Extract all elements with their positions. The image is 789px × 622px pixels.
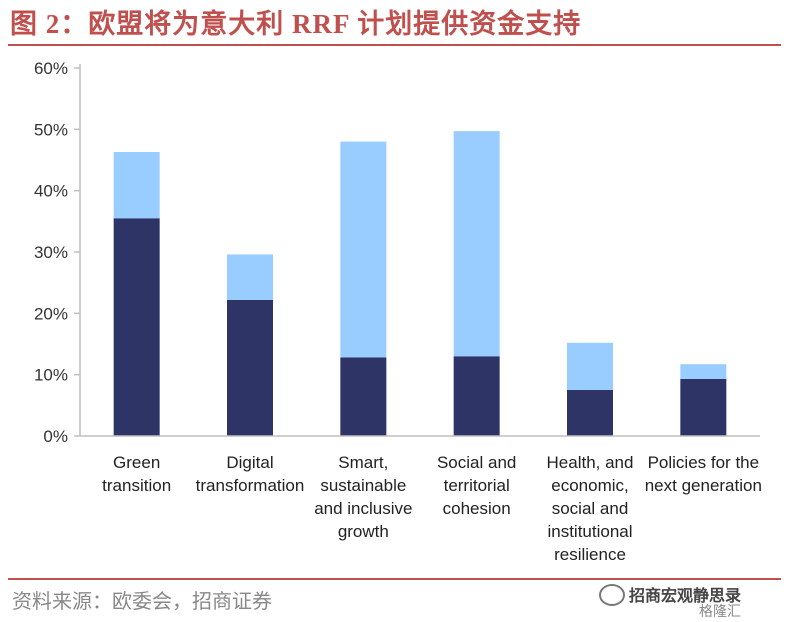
bar-segment bbox=[227, 299, 273, 436]
x-tick-label: Smart, sustainable and inclusive growth bbox=[314, 453, 412, 541]
y-tick-label: 0% bbox=[43, 427, 68, 446]
footer-rule bbox=[8, 578, 781, 580]
watermark: 招商宏观静思录 格隆汇 bbox=[599, 582, 779, 620]
bar-segment bbox=[227, 254, 273, 300]
bar-segment bbox=[453, 356, 500, 436]
bar-segment bbox=[567, 342, 613, 390]
y-tick-label: 40% bbox=[34, 182, 68, 201]
x-tick-label: Health, and economic, social and institutio… bbox=[547, 453, 634, 564]
y-tick-label: 30% bbox=[34, 243, 68, 262]
y-tick-label: 50% bbox=[34, 120, 68, 139]
bar-segment bbox=[113, 218, 160, 436]
bar-segment bbox=[113, 152, 160, 219]
x-tick-label: Social and territorial cohesion bbox=[437, 453, 516, 518]
x-tick-label: Digital transformation bbox=[196, 453, 305, 495]
x-tick-label: Green transition bbox=[102, 453, 171, 495]
watermark-site: 格隆汇 bbox=[699, 604, 741, 620]
y-tick-label: 20% bbox=[34, 304, 68, 323]
x-tick-label: Policies for the next generation bbox=[645, 453, 762, 495]
bar-segment bbox=[453, 131, 500, 357]
y-tick-label: 10% bbox=[34, 366, 68, 385]
bar-segment bbox=[680, 378, 727, 436]
figure-title: 图 2：欧盟将为意大利 RRF 计划提供资金支持 bbox=[10, 9, 582, 39]
bar-segment bbox=[680, 364, 727, 379]
title-rule bbox=[8, 44, 781, 46]
wechat-icon bbox=[599, 584, 625, 606]
y-tick-label: 60% bbox=[34, 59, 68, 78]
bar-segment bbox=[567, 390, 613, 436]
watermark-account: 招商宏观静思录 bbox=[629, 586, 742, 605]
source-note: 资料来源：欧委会，招商证券 bbox=[12, 589, 272, 613]
bar-segment bbox=[340, 141, 387, 358]
bar-segment bbox=[340, 357, 387, 436]
